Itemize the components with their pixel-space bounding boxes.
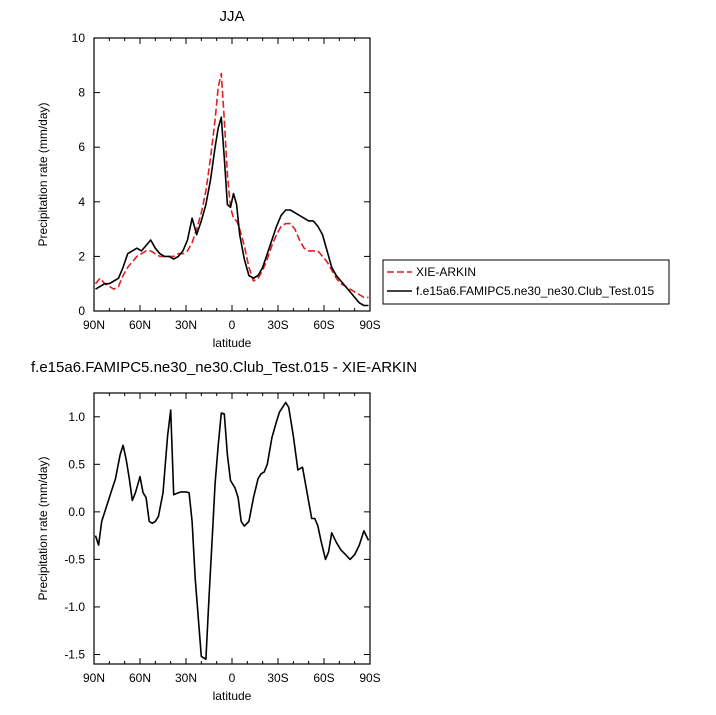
y-tick-label: 0.0 (68, 505, 85, 519)
x-tick-label: 90S (359, 318, 380, 332)
y-axis-label: Precipitation rate (mm/day) (36, 102, 50, 246)
plot-frame (93, 392, 371, 665)
y-tick-label: 0 (78, 304, 85, 318)
x-tick-label: 0 (229, 671, 236, 685)
x-tick-label: 30S (267, 671, 288, 685)
y-tick-label: 4 (78, 195, 85, 209)
y-tick-label: 1.0 (68, 410, 85, 424)
x-tick-label: 60S (313, 671, 334, 685)
x-tick-label: 30S (267, 318, 288, 332)
x-tick-label: 90N (83, 318, 105, 332)
legend-box (382, 259, 670, 305)
x-tick-label: 30N (175, 318, 197, 332)
legend-label-1: XIE-ARKIN (416, 265, 476, 279)
x-axis-label: latitude (213, 336, 252, 350)
series-line-1 (94, 401, 370, 661)
top-panel: JJA 90N 60N 30N 0 30S 60S 90S 0 2 4 6 8 10 latitude Pre… (36, 8, 381, 350)
y-tick-label: 0.5 (68, 457, 85, 471)
x-tick-label: 0 (229, 318, 236, 332)
y-tick-label: 8 (78, 86, 85, 100)
y-tick-label: -0.5 (64, 552, 85, 566)
x-tick-label: 60S (313, 318, 334, 332)
x-tick-label: 90S (359, 671, 380, 685)
x-tick-label: 90N (83, 671, 105, 685)
x-tick-label: 60N (129, 671, 151, 685)
bottom-panel: f.e15a6.FAMIPC5.ne30_ne30.Club_Test.015 … (31, 359, 417, 703)
y-tick-label: 6 (78, 140, 85, 154)
y-tick-label: 10 (72, 31, 86, 45)
legend: XIE-ARKIN f.e15a6.FAMIPC5.ne30_ne30.Club_… (382, 259, 670, 305)
series-line-2 (95, 116, 369, 307)
x-tick-label: 60N (129, 318, 151, 332)
plot-frame (93, 37, 371, 312)
chart-title: JJA (219, 8, 244, 25)
x-tick-label: 30N (175, 671, 197, 685)
y-axis-label: Precipitation rate (mm/day) (36, 456, 50, 600)
legend-label-2: f.e15a6.FAMIPC5.ne30_ne30.Club_Test.015 (416, 284, 654, 298)
y-tick-label: -1.5 (64, 647, 85, 661)
y-tick-label: 2 (78, 249, 85, 263)
chart-title: f.e15a6.FAMIPC5.ne30_ne30.Club_Test.015 … (31, 359, 417, 376)
series-line-1 (94, 72, 369, 299)
y-tick-label: -1.0 (64, 600, 85, 614)
x-axis-label: latitude (213, 689, 252, 703)
